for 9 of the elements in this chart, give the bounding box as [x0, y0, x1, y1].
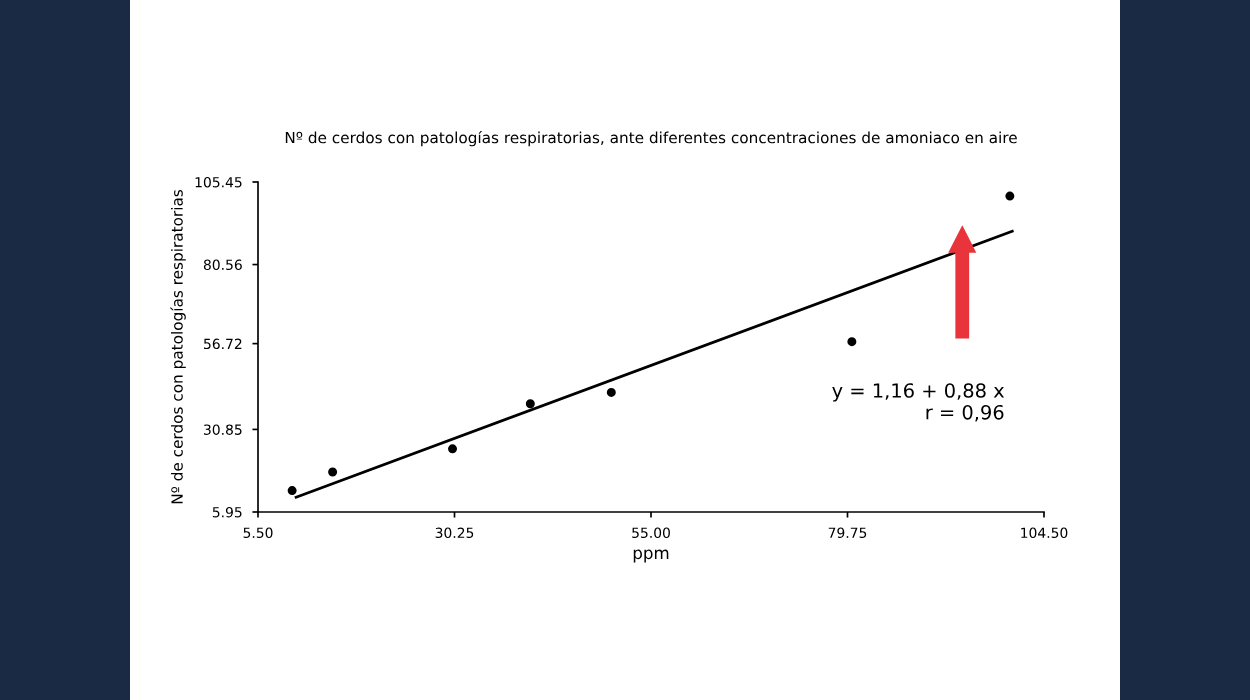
point [525, 399, 535, 409]
point [847, 337, 857, 347]
point [287, 486, 297, 496]
x-axis-title: ppm [633, 549, 669, 563]
point [606, 387, 616, 397]
annotation: y = 1,16 + 0,88 x r = 0,96 [832, 383, 1005, 422]
point [1005, 191, 1015, 201]
point [448, 444, 458, 454]
point [328, 467, 338, 477]
